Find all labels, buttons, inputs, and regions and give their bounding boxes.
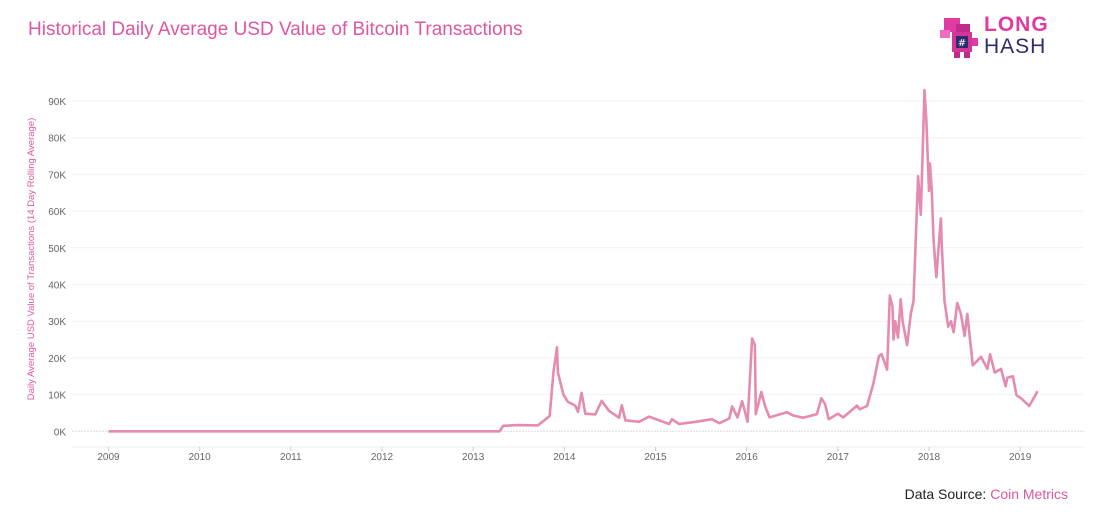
x-tick-label: 2011 [280,452,302,463]
chart-title: Historical Daily Average USD Value of Bi… [28,19,523,40]
series-group [108,88,1039,433]
data-source: Data Source: Coin Metrics [905,486,1068,502]
y-axis-label: Daily Average USD Value of Transactions … [26,118,37,401]
svg-text:#: # [958,38,966,49]
y-tick-label: 0K [54,427,67,438]
x-tick-label: 2010 [189,452,212,463]
source-link[interactable]: Coin Metrics [990,486,1068,502]
series-line [108,88,1039,433]
y-tick-label: 80K [48,134,66,145]
y-tick-label: 50K [48,244,66,255]
y-tick-label: 60K [48,207,66,218]
x-tick-label: 2017 [827,452,850,463]
x-tick-label: 2015 [644,452,667,463]
logo-text-long: LONG [984,13,1049,36]
x-tick-label: 2016 [736,452,759,463]
y-tick-label: 10K [48,391,66,402]
source-label: Data Source: [904,486,987,502]
x-tick-label: 2012 [371,452,394,463]
x-tick-label: 2009 [97,452,120,463]
x-tick-label: 2014 [553,452,576,463]
x-tick-label: 2018 [918,452,941,463]
longhash-logo: # LONG HASH [938,14,1063,62]
y-tick-label: 90K [48,97,66,108]
y-tick-label: 70K [48,170,66,181]
gridlines [72,100,1084,448]
y-tick-label: 20K [48,354,66,365]
x-tick-label: 2019 [1009,452,1032,463]
y-tick-label: 30K [48,317,66,328]
x-axis-ticks: 2009 2010 2011 2012 2013 2014 2015 2016 2017 2018… [97,447,1032,463]
logo-mascot-icon: # [940,18,978,58]
logo-text-hash: HASH [984,35,1047,58]
y-axis-ticks: 0K 10K 20K 30K 40K 50K 60K 70K 80K 90K [48,97,66,438]
x-tick-label: 2013 [462,452,485,463]
y-tick-label: 40K [48,281,66,292]
